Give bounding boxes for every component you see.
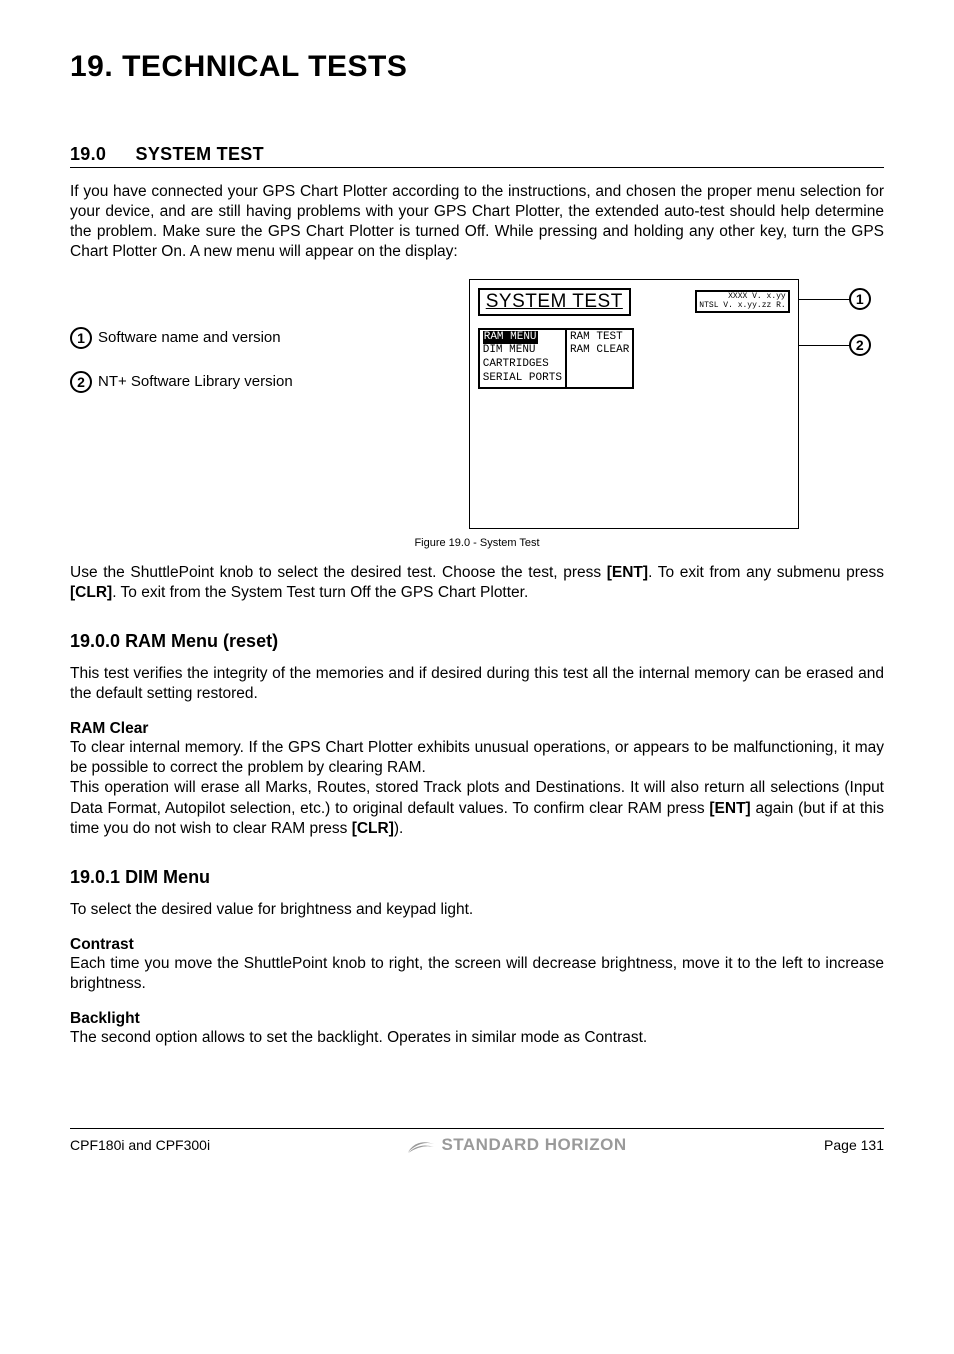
section-number: 19.0	[70, 144, 106, 165]
key-clr-2: [CLR]	[352, 820, 394, 837]
legend-item-1: 1 Software name and version	[70, 327, 461, 349]
legend-item-2: 2 NT+ Software Library version	[70, 371, 461, 393]
section-19-0-after-figure: Use the ShuttlePoint knob to select the …	[70, 563, 884, 603]
section-heading-19-0: 19.0 SYSTEM TEST	[70, 144, 884, 168]
figure-legend: 1 Software name and version 2 NT+ Softwa…	[70, 279, 461, 415]
section-19-0-0-p2a: To clear internal memory. If the GPS Cha…	[70, 738, 884, 778]
contrast-label: Contrast	[70, 936, 884, 954]
legend-badge-2: 2	[70, 371, 92, 393]
legend-badge-1: 1	[70, 327, 92, 349]
section-heading-19-0-1: 19.0.1 DIM Menu	[70, 867, 884, 888]
section-19-0-1-p1: To select the desired value for brightne…	[70, 900, 884, 920]
version-box: XXXX V. x.yy NTSL V. x.yy.zz R.	[695, 290, 789, 313]
callout-badge-1: 1	[849, 288, 871, 310]
callout-line-1	[799, 299, 851, 300]
legend-text-1: Software name and version	[98, 329, 281, 346]
key-ent-2: [ENT]	[709, 800, 750, 817]
footer-brand: STANDARD HORIZON	[441, 1135, 626, 1155]
backlight-label: Backlight	[70, 1010, 884, 1028]
page-footer: CPF180i and CPF300i STANDARD HORIZON Pag…	[70, 1128, 884, 1155]
section-19-0-0-p1: This test verifies the integrity of the …	[70, 664, 884, 704]
menu-left-serial: SERIAL PORTS	[483, 372, 562, 386]
chapter-title: 19. TECHNICAL TESTS	[70, 50, 884, 84]
menu-left-dim: DIM MENU	[483, 344, 562, 358]
section-19-0-1-contrast: Each time you move the ShuttlePoint knob…	[70, 954, 884, 994]
menu-left: RAM MENU DIM MENU CARTRIDGES SERIAL PORT…	[478, 328, 565, 389]
system-test-screen: SYSTEM TEST XXXX V. x.yy NTSL V. x.yy.zz…	[469, 279, 799, 529]
footer-left: CPF180i and CPF300i	[70, 1137, 210, 1153]
menu-left-ram: RAM MENU	[483, 331, 538, 345]
screen-title-row: SYSTEM TEST XXXX V. x.yy NTSL V. x.yy.zz…	[478, 288, 790, 316]
screen-title: SYSTEM TEST	[478, 288, 631, 316]
chapter-number: 19.	[70, 50, 113, 83]
key-ent: [ENT]	[607, 564, 648, 581]
section-19-0-intro: If you have connected your GPS Chart Plo…	[70, 182, 884, 263]
footer-right: Page 131	[824, 1137, 884, 1153]
section-title: SYSTEM TEST	[136, 144, 264, 164]
callout-line-2	[799, 345, 851, 346]
footer-logo: STANDARD HORIZON	[407, 1135, 626, 1155]
section-19-0-1-backlight: The second option allows to set the back…	[70, 1028, 884, 1048]
section-title-19-0-1: DIM Menu	[125, 867, 210, 887]
menu-row: RAM MENU DIM MENU CARTRIDGES SERIAL PORT…	[478, 328, 790, 389]
section-title-19-0-0: RAM Menu (reset)	[125, 631, 278, 651]
figure-caption-19-0: Figure 19.0 - System Test	[70, 537, 884, 549]
figure-row: 1 Software name and version 2 NT+ Softwa…	[70, 279, 884, 529]
section-19-0-0-p2b: This operation will erase all Marks, Rou…	[70, 778, 884, 838]
section-number-19-0-1: 19.0.1	[70, 867, 120, 887]
legend-text-2: NT+ Software Library version	[98, 373, 293, 390]
section-heading-19-0-0: 19.0.0 RAM Menu (reset)	[70, 631, 884, 652]
menu-right: RAM TEST RAM CLEAR	[565, 328, 634, 389]
version-line-2: NTSL V. x.yy.zz R.	[699, 302, 785, 310]
menu-right-test: RAM TEST	[570, 331, 629, 345]
figure-screen-col: SYSTEM TEST XXXX V. x.yy NTSL V. x.yy.zz…	[461, 279, 884, 529]
callout-badge-2: 2	[849, 334, 871, 356]
horizon-swoosh-icon	[407, 1136, 435, 1154]
menu-right-clear: RAM CLEAR	[570, 344, 629, 358]
chapter-title-text: TECHNICAL TESTS	[122, 50, 407, 83]
menu-left-cart: CARTRIDGES	[483, 358, 562, 372]
section-number-19-0-0: 19.0.0	[70, 631, 120, 651]
ram-clear-label: RAM Clear	[70, 720, 884, 738]
key-clr: [CLR]	[70, 584, 112, 601]
